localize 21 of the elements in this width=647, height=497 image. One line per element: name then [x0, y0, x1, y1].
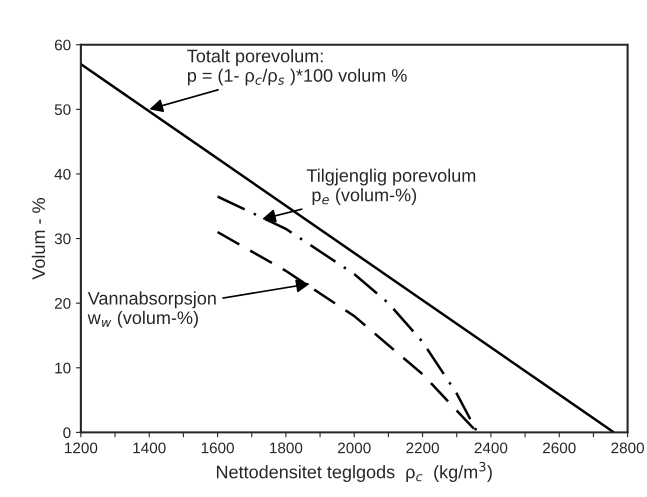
annotation: Totalt porevolum: p = (1- ρ$_{c}$/ρ$_{s}$ )*100 volum % — [187, 49, 407, 86]
x-tick-label: 2600 — [543, 442, 576, 454]
x-tick-label: 2000 — [338, 442, 371, 454]
y-tick-label: 30 — [54, 233, 71, 244]
x-tick-label: 1400 — [133, 442, 166, 454]
y-axis-title: Volum - % — [32, 198, 46, 280]
y-tick-label: 0 — [63, 427, 71, 438]
y-tick-label: 20 — [54, 298, 71, 309]
y-tick-label: 60 — [54, 40, 71, 50]
x-axis-title: Nettodensitet teglgods ρ$_{c}$ (kg/m$^{3}$) — [216, 462, 492, 482]
y-tick-label: 10 — [55, 362, 71, 374]
y-tick-label: 50 — [54, 104, 71, 116]
x-tick-label: 1800 — [270, 442, 302, 454]
x-tick-label: 1200 — [65, 442, 98, 454]
x-tick-label: 1600 — [202, 442, 234, 454]
x-tick-label: 2800 — [611, 442, 644, 454]
x-tick-label: 2200 — [406, 442, 439, 454]
x-tick-label: 2400 — [474, 442, 508, 454]
annotation: Vannabsorpsjon w$_{w}$ (volum-%) — [88, 291, 216, 328]
y-tick-label: 40 — [54, 168, 71, 180]
annotation: Tilgjenglig porevolum p$_{e}$ (volum-%) — [306, 168, 476, 205]
